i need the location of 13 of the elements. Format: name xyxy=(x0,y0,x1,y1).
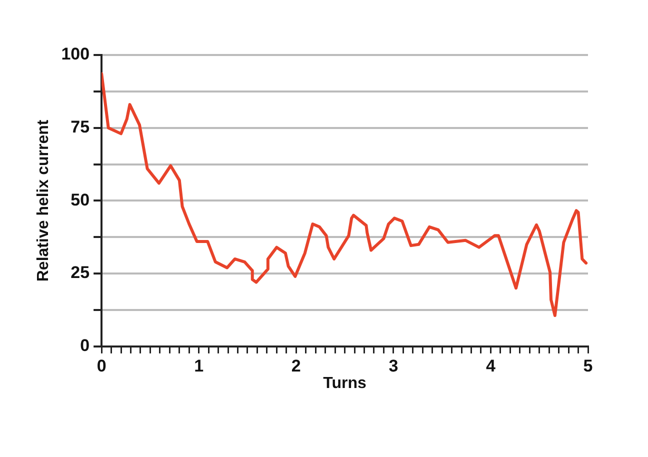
y-tick-label: 0 xyxy=(80,336,90,356)
x-tick-label: 2 xyxy=(291,356,301,376)
x-tick-label: 4 xyxy=(486,356,496,376)
y-tick-label: 75 xyxy=(70,118,90,137)
y-tick-label: 100 xyxy=(61,44,90,64)
x-tick-label: 0 xyxy=(96,356,106,376)
x-tick-label: 5 xyxy=(583,356,593,376)
y-axis-title: Relative helix current xyxy=(35,119,52,282)
x-tick-label: 3 xyxy=(388,356,398,376)
x-tick-label: 1 xyxy=(194,356,204,376)
y-tick-label: 25 xyxy=(70,263,90,282)
x-axis-title: Turns xyxy=(323,374,367,392)
y-tick-label: 50 xyxy=(70,190,90,210)
